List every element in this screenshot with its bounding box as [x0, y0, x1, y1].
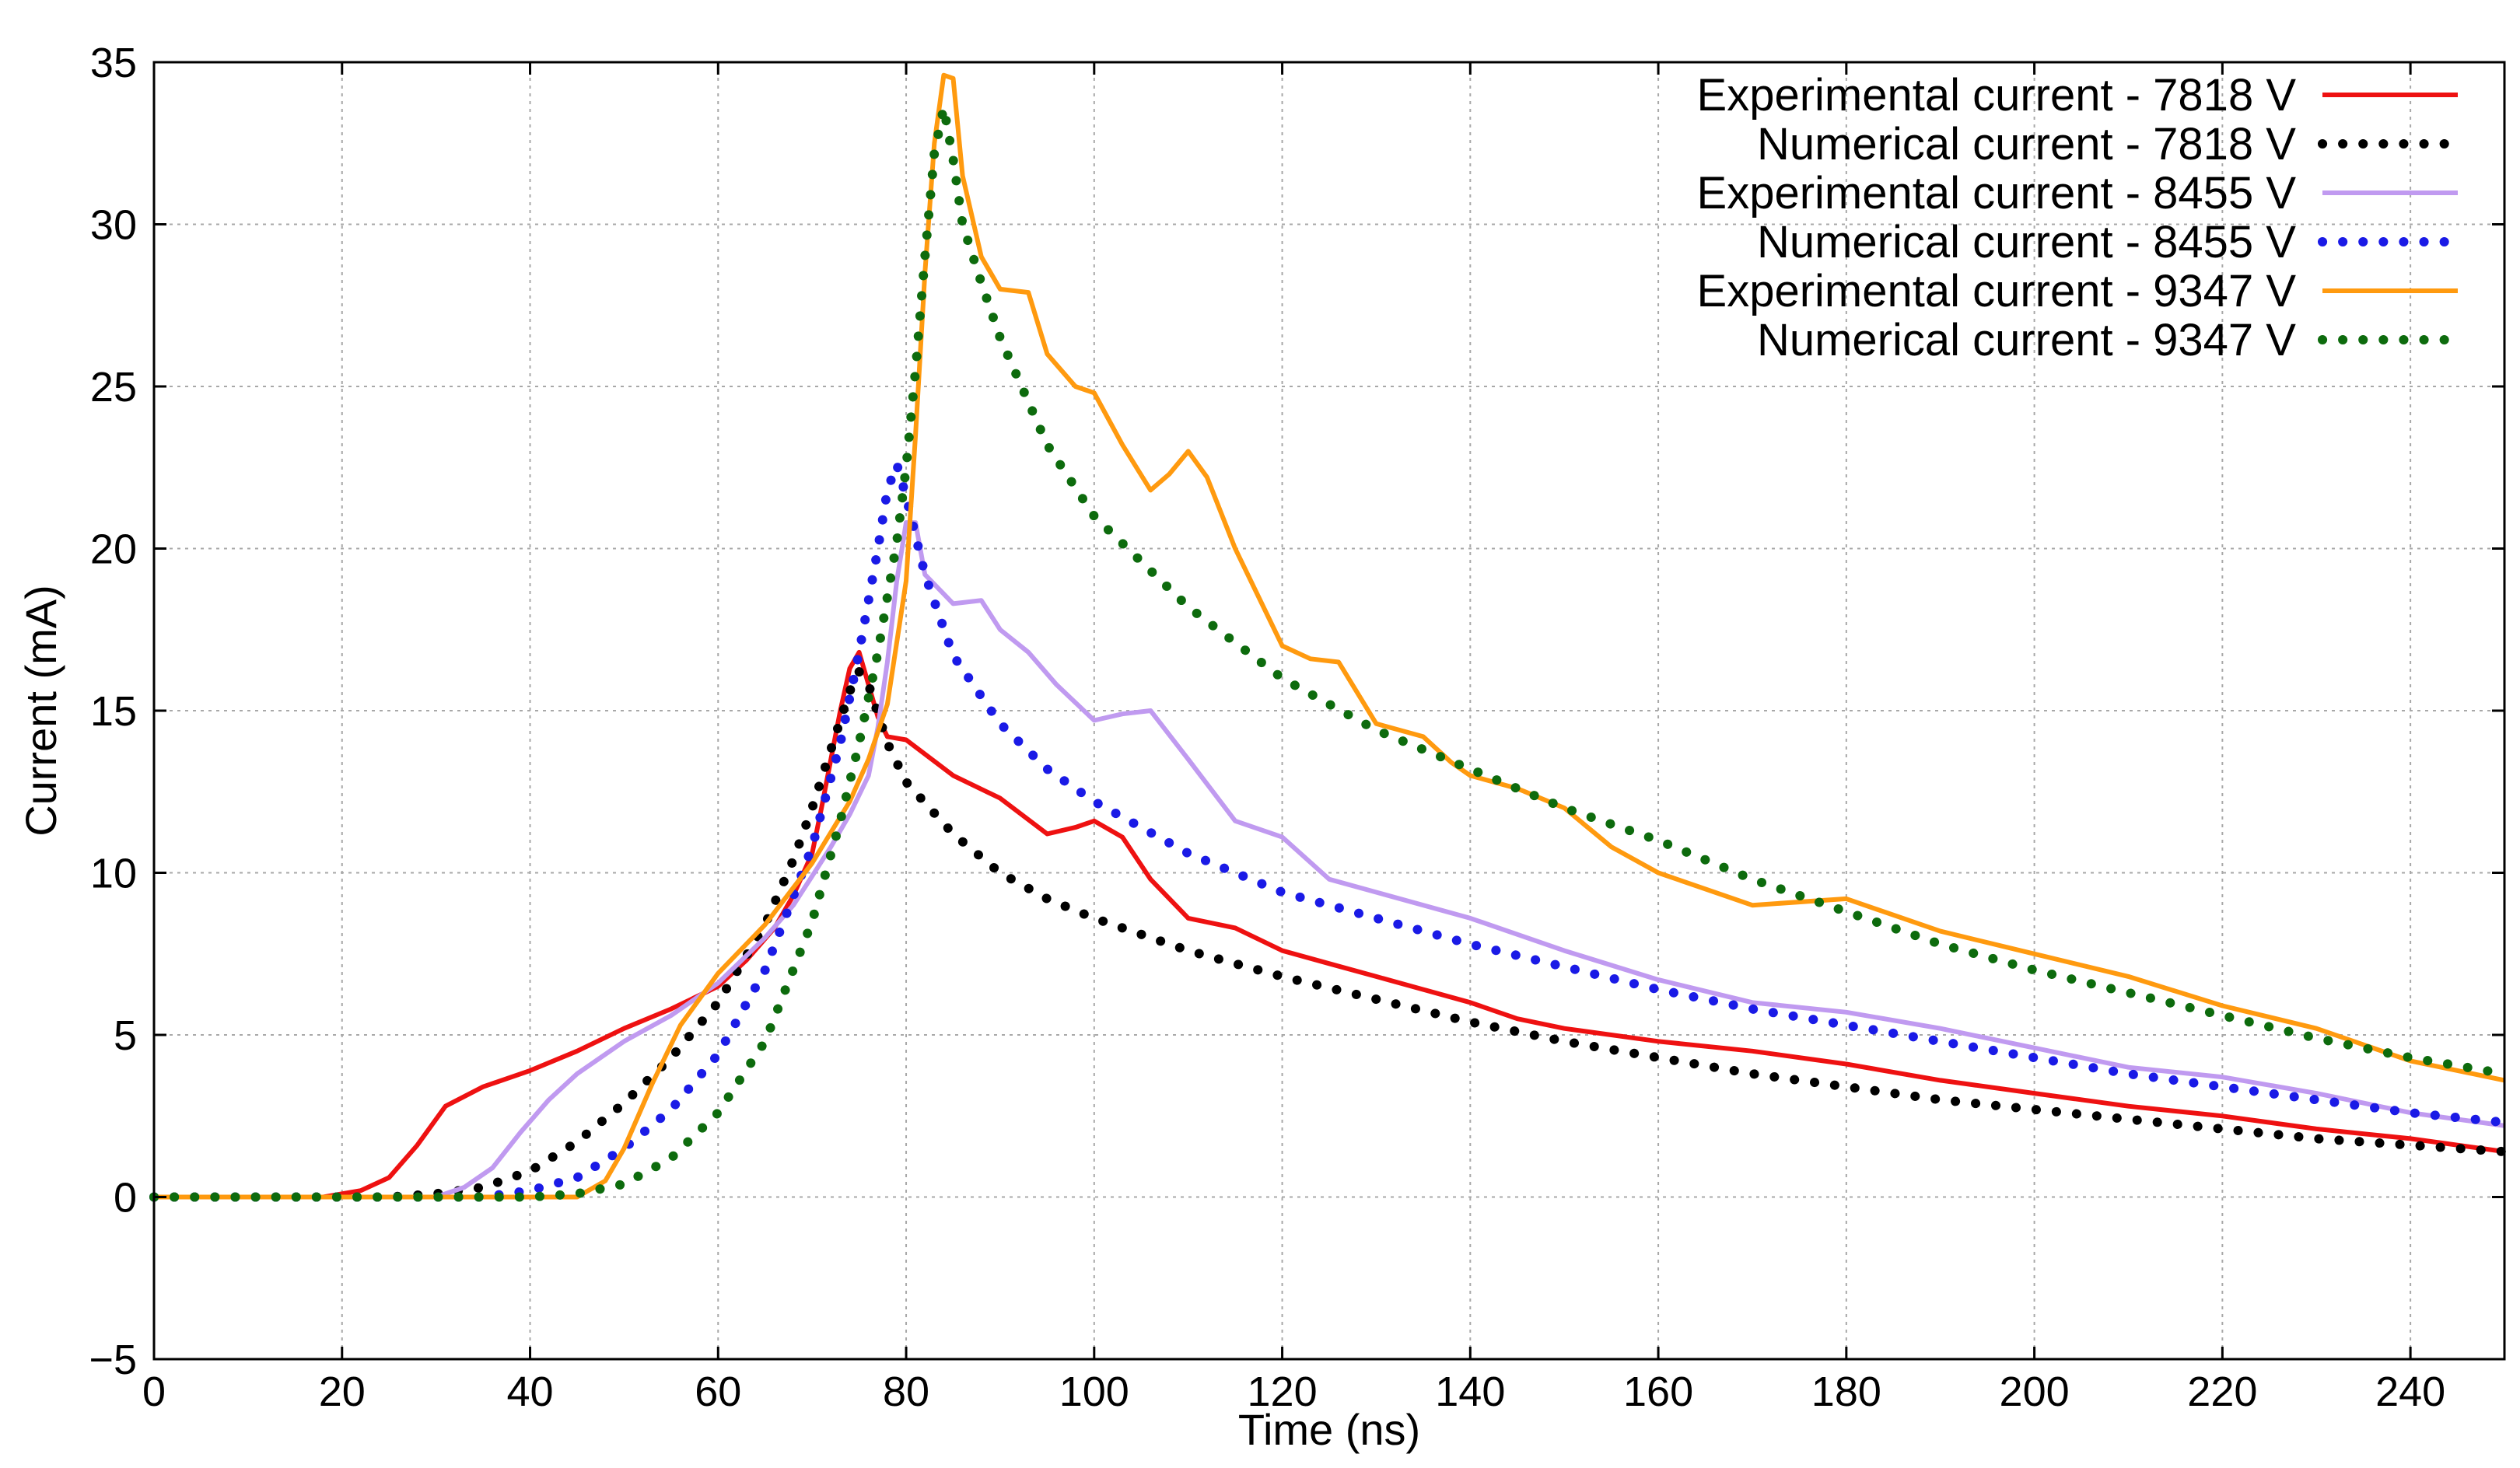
x-axis-title: Time (ns) [1238, 1405, 1420, 1454]
series-5-line [154, 72, 2505, 1200]
x-tick-label: 80 [883, 1368, 929, 1415]
legend-label: Numerical current - 7818 V [1757, 119, 2296, 170]
x-tick-label: 100 [1059, 1368, 1129, 1415]
series-1-line [154, 649, 2505, 1200]
series-4-line [149, 449, 2509, 1202]
y-tick-label: 30 [90, 202, 137, 249]
series-layer [149, 72, 2509, 1202]
x-tick-label: 240 [2375, 1368, 2445, 1415]
legend-label: Experimental current - 9347 V [1697, 266, 2297, 316]
x-tick-label: 220 [2187, 1368, 2257, 1415]
y-tick-label: 15 [90, 688, 137, 735]
x-tick-label: 60 [695, 1368, 741, 1415]
x-tick-label: 180 [1811, 1368, 1881, 1415]
y-tick-label: 20 [90, 526, 137, 573]
series-3-line [154, 520, 2505, 1200]
x-tick-label: 0 [142, 1368, 166, 1415]
legend-label: Experimental current - 8455 V [1697, 168, 2297, 218]
y-tick-label: 25 [90, 364, 137, 411]
x-tick-label: 200 [2000, 1368, 2070, 1415]
series-2-line [149, 662, 2509, 1202]
y-tick-label: −5 [89, 1337, 137, 1383]
x-tick-label: 120 [1248, 1368, 1318, 1415]
y-axis-title: Current (mA) [16, 585, 65, 837]
y-tick-label: 0 [114, 1175, 137, 1222]
x-tick-label: 20 [319, 1368, 366, 1415]
legend-label: Numerical current - 8455 V [1757, 217, 2296, 267]
series-6-line [149, 107, 2509, 1202]
legend-label: Experimental current - 7818 V [1697, 70, 2297, 121]
y-tick-label: 10 [90, 851, 137, 897]
x-tick-label: 40 [506, 1368, 553, 1415]
axis-ticks: 0 20 40 60 80 100 120 140 160 180 200 220 240−505101… [89, 40, 2504, 1415]
y-tick-label: 35 [90, 40, 137, 86]
x-tick-label: 140 [1435, 1368, 1505, 1415]
legend-label: Numerical current - 9347 V [1757, 315, 2296, 365]
y-tick-label: 5 [114, 1012, 137, 1059]
x-tick-label: 160 [1623, 1368, 1693, 1415]
